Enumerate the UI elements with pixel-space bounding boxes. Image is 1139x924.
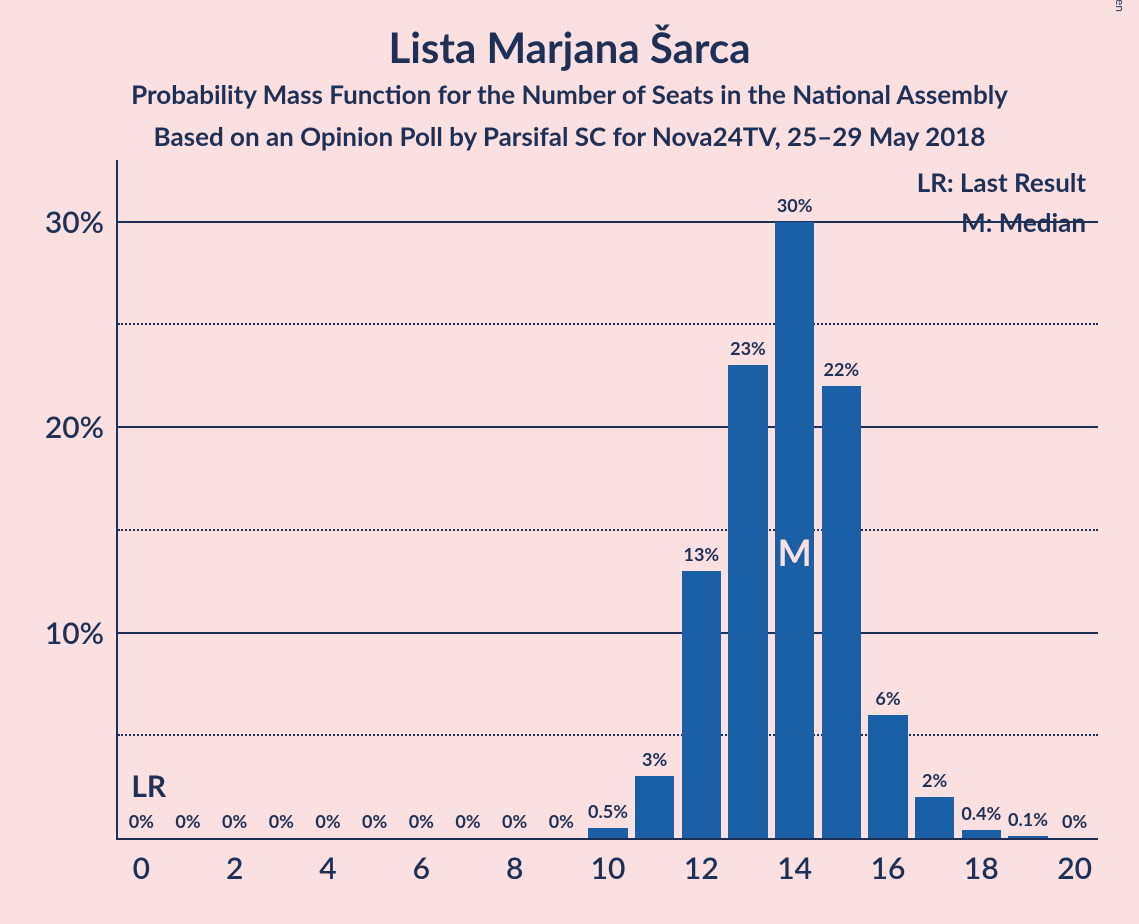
grid-line-major <box>118 221 1098 223</box>
bar-value-label: 22% <box>824 358 860 386</box>
chart-subtitle-2: Based on an Opinion Poll by Parsifal SC … <box>0 120 1139 152</box>
chart-page: Lista Marjana Šarca Probability Mass Fun… <box>0 0 1139 924</box>
bar-value-label: 0% <box>315 810 340 838</box>
bar-value-label: 2% <box>922 769 947 797</box>
bar-value-label: 0% <box>1062 810 1087 838</box>
bar <box>822 386 862 838</box>
bar <box>588 828 628 838</box>
x-tick-label: 2 <box>226 838 243 886</box>
x-tick-label: 16 <box>871 838 906 886</box>
bar <box>1008 836 1048 838</box>
bar <box>915 797 955 838</box>
bar <box>635 776 675 838</box>
bar <box>868 715 908 838</box>
x-tick-label: 0 <box>133 838 150 886</box>
grid-line-minor <box>118 529 1098 531</box>
x-tick-label: 20 <box>1057 838 1092 886</box>
y-axis-line <box>116 160 118 838</box>
last-result-marker: LR <box>131 768 166 804</box>
bar-value-label: 0% <box>455 810 480 838</box>
bar-value-label: 0.4% <box>961 802 1001 830</box>
grid-line-major <box>118 632 1098 634</box>
chart-subtitle-1: Probability Mass Function for the Number… <box>0 78 1139 110</box>
y-tick-label: 20% <box>45 409 118 445</box>
median-marker: M <box>778 530 812 574</box>
plot-area: LR: Last Result M: Median 10%20%30%02468… <box>118 160 1098 838</box>
x-tick-label: 8 <box>506 838 523 886</box>
bar-value-label: 0.5% <box>588 800 628 828</box>
grid-line-minor <box>118 323 1098 325</box>
bar <box>962 830 1002 838</box>
bar-value-label: 0% <box>502 810 527 838</box>
x-tick-label: 18 <box>964 838 999 886</box>
bar-value-label: 6% <box>875 687 900 715</box>
bar <box>682 571 722 838</box>
bar <box>728 365 768 838</box>
x-tick-label: 4 <box>319 838 336 886</box>
bar-value-label: 0% <box>409 810 434 838</box>
bar-value-label: 30% <box>777 194 813 222</box>
y-tick-label: 30% <box>45 204 118 240</box>
bar-value-label: 0% <box>269 810 294 838</box>
x-tick-label: 12 <box>684 838 719 886</box>
grid-line-minor <box>118 734 1098 736</box>
y-tick-label: 10% <box>45 615 118 651</box>
x-tick-label: 14 <box>777 838 812 886</box>
bar-value-label: 0% <box>549 810 574 838</box>
legend-last-result: LR: Last Result <box>917 166 1086 198</box>
chart-title: Lista Marjana Šarca <box>0 22 1139 72</box>
bar-value-label: 3% <box>642 748 667 776</box>
x-tick-label: 10 <box>591 838 626 886</box>
bar-value-label: 0% <box>175 810 200 838</box>
bar-value-label: 0% <box>222 810 247 838</box>
copyright-text: © 2018 Filip van Laenen <box>1113 0 1128 12</box>
bar-value-label: 23% <box>730 337 766 365</box>
bar-value-label: 0% <box>362 810 387 838</box>
bar-value-label: 0% <box>129 810 154 838</box>
bar-value-label: 13% <box>684 543 720 571</box>
grid-line-major <box>118 426 1098 428</box>
bar-value-label: 0.1% <box>1008 808 1048 836</box>
x-tick-label: 6 <box>413 838 430 886</box>
